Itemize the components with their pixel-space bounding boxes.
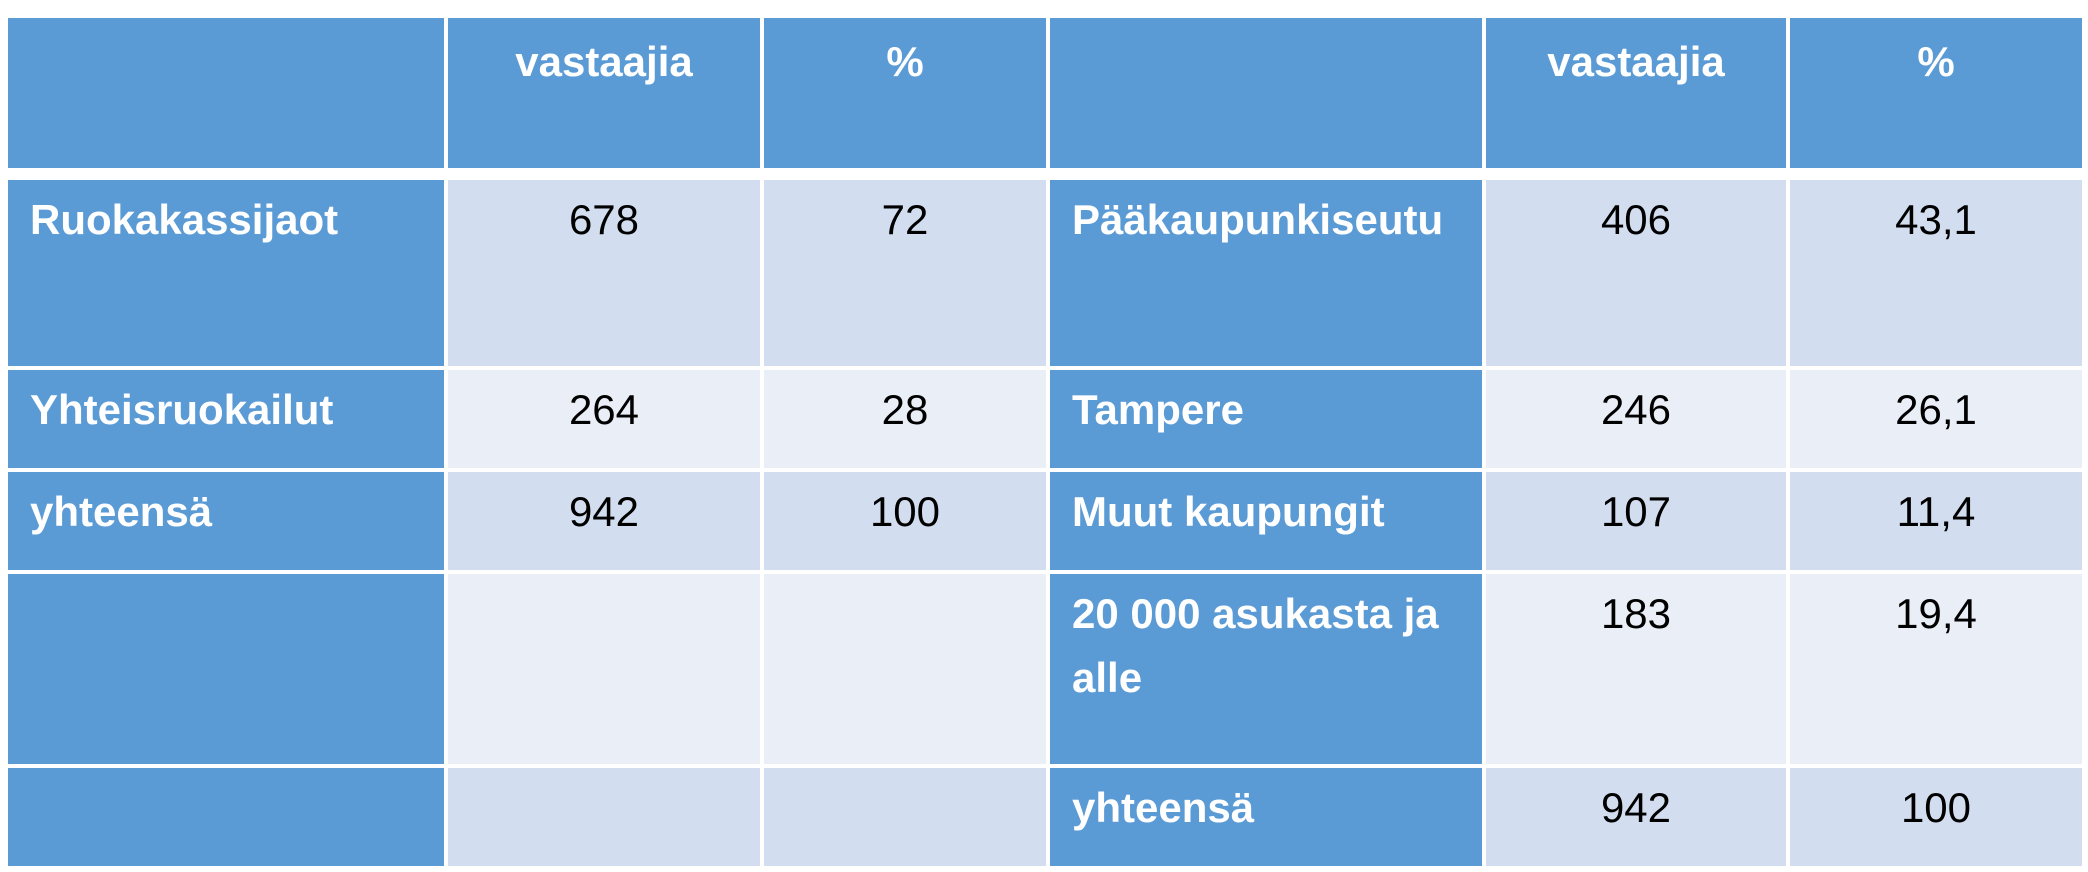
row-label: Yhteisruokailut — [4, 366, 448, 472]
table-row: Yhteisruokailut 264 28 Tampere 246 26,1 — [4, 366, 2086, 472]
table-cell: 72 — [760, 172, 1050, 370]
table-cell: 406 — [1482, 172, 1790, 370]
table-cell: 246 — [1482, 366, 1790, 472]
row-label: Ruokakassijaot — [4, 172, 448, 370]
table-cell: 11,4 — [1786, 468, 2086, 574]
table-row: yhteensä 942 100 Muut kaupungit 107 11,4 — [4, 468, 2086, 574]
row-label: Pääkaupunkiseutu — [1046, 172, 1486, 370]
column-header: % — [760, 14, 1050, 180]
table-cell: 942 — [1482, 764, 1790, 870]
table-cell: 678 — [444, 172, 764, 370]
column-header: % — [1786, 14, 2086, 180]
table-cell: 107 — [1482, 468, 1790, 574]
table-header-row: vastaajia % vastaajia % — [4, 14, 2086, 180]
column-header — [4, 14, 448, 180]
table-cell: 43,1 — [1786, 172, 2086, 370]
table-cell: 100 — [760, 468, 1050, 574]
column-header — [1046, 14, 1486, 180]
column-header: vastaajia — [1482, 14, 1790, 180]
row-label — [4, 570, 448, 768]
row-label: Muut kaupungit — [1046, 468, 1486, 574]
table-cell: 19,4 — [1786, 570, 2086, 768]
table-row: 20 000 asukasta ja alle 183 19,4 — [4, 570, 2086, 768]
table-cell: 28 — [760, 366, 1050, 472]
table-cell — [444, 764, 764, 870]
row-label: yhteensä — [4, 468, 448, 574]
table-cell — [444, 570, 764, 768]
table-cell — [760, 570, 1050, 768]
table-cell: 100 — [1786, 764, 2086, 870]
table-row: Ruokakassijaot 678 72 Pääkaupunkiseutu 4… — [4, 172, 2086, 370]
row-label: 20 000 asukasta ja alle — [1046, 570, 1486, 768]
table-cell: 942 — [444, 468, 764, 574]
table-row: yhteensä 942 100 — [4, 764, 2086, 870]
row-label: Tampere — [1046, 366, 1486, 472]
row-label: yhteensä — [1046, 764, 1486, 870]
row-label — [4, 764, 448, 870]
column-header: vastaajia — [444, 14, 764, 180]
data-table-container: vastaajia % vastaajia % Ruokakassijaot 6… — [4, 14, 2086, 870]
table-cell: 26,1 — [1786, 366, 2086, 472]
table-cell: 264 — [444, 366, 764, 472]
table-cell — [760, 764, 1050, 870]
data-table: vastaajia % vastaajia % Ruokakassijaot 6… — [4, 14, 2086, 870]
table-cell: 183 — [1482, 570, 1790, 768]
